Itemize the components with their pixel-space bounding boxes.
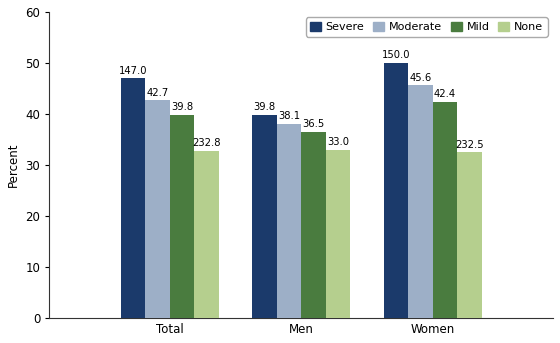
Bar bbox=[145, 100, 170, 318]
Text: 39.8: 39.8 bbox=[171, 103, 193, 113]
Bar bbox=[326, 150, 350, 318]
Text: 39.8: 39.8 bbox=[254, 103, 276, 113]
Text: 38.1: 38.1 bbox=[278, 111, 300, 121]
Bar bbox=[433, 102, 457, 318]
Bar bbox=[170, 115, 194, 318]
Y-axis label: Percent: Percent bbox=[7, 143, 20, 187]
Bar bbox=[301, 132, 326, 318]
Text: 232.5: 232.5 bbox=[455, 140, 484, 150]
Bar bbox=[384, 63, 408, 318]
Bar bbox=[277, 124, 301, 318]
Text: 33.0: 33.0 bbox=[327, 137, 349, 147]
Text: 42.7: 42.7 bbox=[146, 88, 169, 98]
Text: 150.0: 150.0 bbox=[382, 50, 410, 60]
Bar bbox=[408, 85, 433, 318]
Text: 42.4: 42.4 bbox=[434, 89, 456, 99]
Text: 45.6: 45.6 bbox=[409, 73, 432, 83]
Bar bbox=[121, 78, 145, 318]
Legend: Severe, Moderate, Mild, None: Severe, Moderate, Mild, None bbox=[306, 17, 548, 37]
Bar bbox=[253, 115, 277, 318]
Text: 232.8: 232.8 bbox=[192, 138, 221, 148]
Bar bbox=[457, 152, 482, 318]
Text: 147.0: 147.0 bbox=[119, 66, 147, 76]
Bar bbox=[194, 151, 218, 318]
Text: 36.5: 36.5 bbox=[302, 119, 325, 129]
